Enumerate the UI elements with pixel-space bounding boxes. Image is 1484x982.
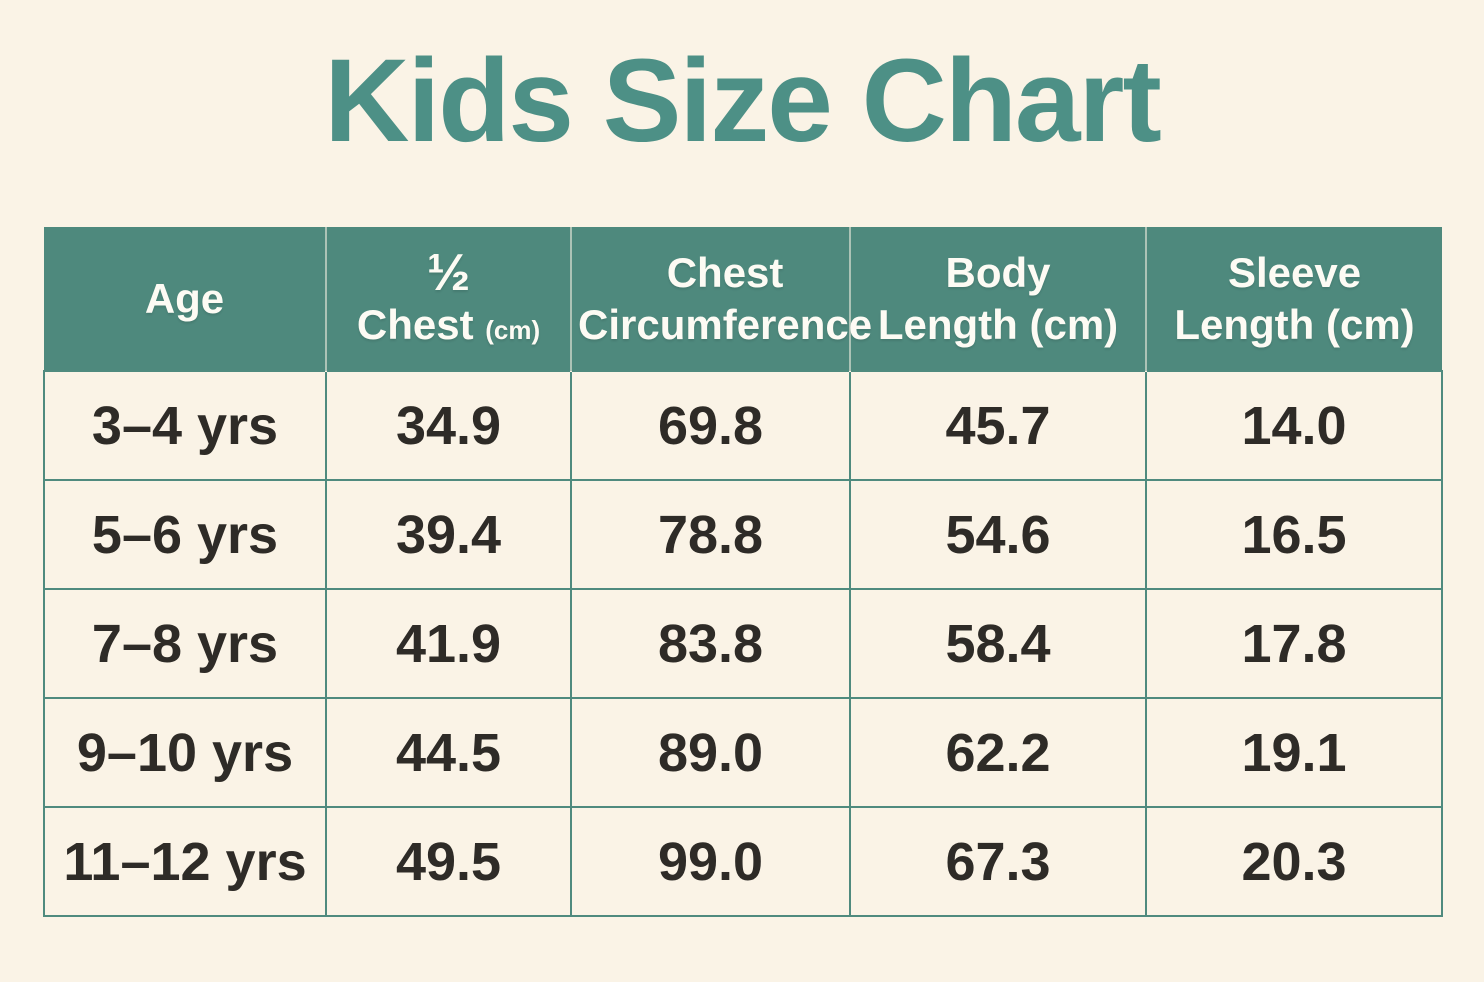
chest-circ-line1: Chest (666, 249, 784, 297)
cell-sleeve-length: 19.1 (1145, 697, 1443, 808)
cell-age: 11–12 yrs (43, 806, 327, 917)
table-row: 9–10 yrs 44.5 89.0 62.2 19.1 (43, 697, 1443, 808)
table-row: 11–12 yrs 49.5 99.0 67.3 20.3 (43, 806, 1443, 917)
size-table-header: Age ½ Chest (cm) Chest Circumference (44, 227, 1442, 371)
header-row: Age ½ Chest (cm) Chest Circumference (44, 227, 1442, 371)
cell-chest-circumference: 83.8 (570, 588, 851, 699)
page-title: Kids Size Chart (324, 35, 1162, 167)
table-row: 3–4 yrs 34.9 69.8 45.7 14.0 (43, 370, 1443, 481)
half-chest-unit: (cm) (485, 314, 541, 345)
cell-half-chest: 39.4 (325, 479, 572, 590)
header-age-label: Age (144, 274, 225, 322)
body-length-line2: Length (cm) (877, 300, 1119, 348)
header-body-length-label: Body Length (cm) (878, 247, 1118, 349)
cell-half-chest: 34.9 (325, 370, 572, 481)
chest-circ-line2: Circumference (578, 300, 873, 348)
cell-body-length: 58.4 (849, 588, 1147, 699)
cell-chest-circumference: 89.0 (570, 697, 851, 808)
size-table-body: 3–4 yrs 34.9 69.8 45.7 14.0 5–6 yrs 39.4… (43, 370, 1443, 917)
cell-sleeve-length: 14.0 (1145, 370, 1443, 481)
cell-chest-circumference: 69.8 (570, 370, 851, 481)
cell-body-length: 62.2 (849, 697, 1147, 808)
cell-sleeve-length: 20.3 (1145, 806, 1443, 917)
cell-age: 5–6 yrs (43, 479, 327, 590)
table-row: 7–8 yrs 41.9 83.8 58.4 17.8 (43, 588, 1443, 699)
body-length-line1: Body (945, 249, 1051, 297)
header-half-chest: ½ Chest (cm) (325, 227, 571, 371)
header-sleeve-length: Sleeve Length (cm) (1145, 227, 1442, 371)
header-age: Age (44, 227, 326, 371)
sleeve-length-line2: Length (cm) (1174, 300, 1415, 348)
cell-chest-circumference: 78.8 (570, 479, 851, 590)
cell-body-length: 54.6 (849, 479, 1147, 590)
half-chest-word: Chest (356, 300, 474, 348)
cell-age: 3–4 yrs (43, 370, 327, 481)
cell-half-chest: 49.5 (325, 806, 572, 917)
cell-age: 7–8 yrs (43, 588, 327, 699)
sleeve-length-line1: Sleeve (1227, 249, 1362, 297)
cell-age: 9–10 yrs (43, 697, 327, 808)
cell-body-length: 45.7 (849, 370, 1147, 481)
cell-sleeve-length: 16.5 (1145, 479, 1443, 590)
header-body-length: Body Length (cm) (849, 227, 1146, 371)
header-chest-circumference-label: Chest Circumference (578, 247, 872, 349)
header-half-chest-label: ½ Chest (cm) (357, 247, 540, 350)
header-chest-circumference: Chest Circumference (570, 227, 872, 371)
cell-chest-circumference: 99.0 (570, 806, 851, 917)
cell-sleeve-length: 17.8 (1145, 588, 1443, 699)
half-chest-word-line: Chest (cm) (357, 301, 540, 348)
cell-half-chest: 41.9 (325, 588, 572, 699)
half-fraction: ½ (426, 243, 471, 302)
cell-half-chest: 44.5 (325, 697, 572, 808)
size-table: Age ½ Chest (cm) Chest Circumference (43, 227, 1443, 917)
cell-body-length: 67.3 (849, 806, 1147, 917)
header-sleeve-length-label: Sleeve Length (cm) (1174, 247, 1414, 349)
table-row: 5–6 yrs 39.4 78.8 54.6 16.5 (43, 479, 1443, 590)
